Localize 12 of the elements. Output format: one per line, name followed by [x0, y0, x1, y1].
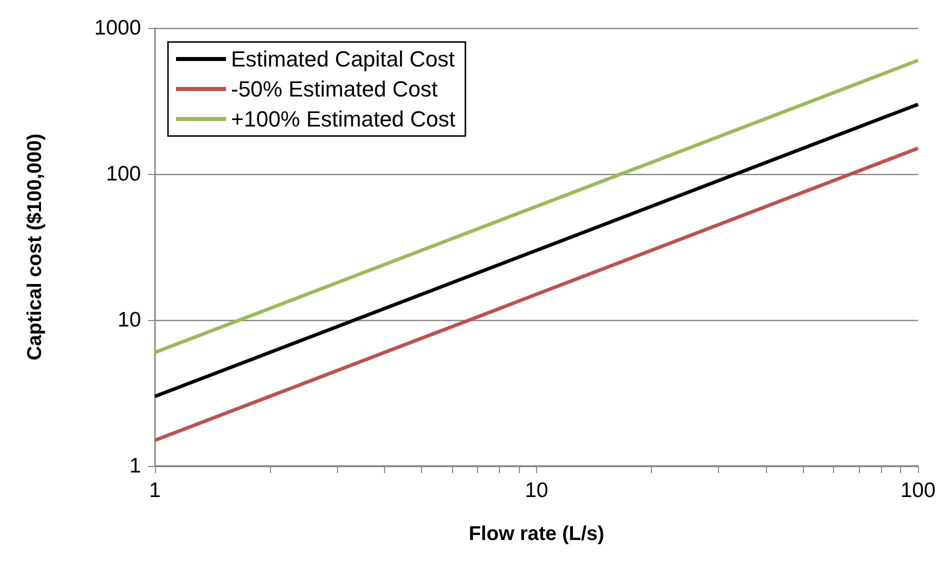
y-axis-title: Captical cost ($100,000)	[24, 134, 46, 360]
y-tick-label: 1000	[94, 16, 141, 40]
legend-label: Estimated Capital Cost	[231, 46, 455, 72]
legend-label: +100% Estimated Cost	[231, 106, 456, 132]
x-tick-label: 100	[900, 479, 936, 502]
x-axis-title: Flow rate (L/s)	[468, 523, 604, 545]
y-tick-label: 1	[129, 454, 141, 478]
x-tick-label: 1	[149, 479, 161, 502]
x-tick-label: 10	[524, 479, 548, 502]
y-tick-label: 100	[106, 162, 141, 186]
y-tick-label: 10	[118, 308, 141, 332]
legend-label: -50% Estimated Cost	[231, 76, 438, 102]
